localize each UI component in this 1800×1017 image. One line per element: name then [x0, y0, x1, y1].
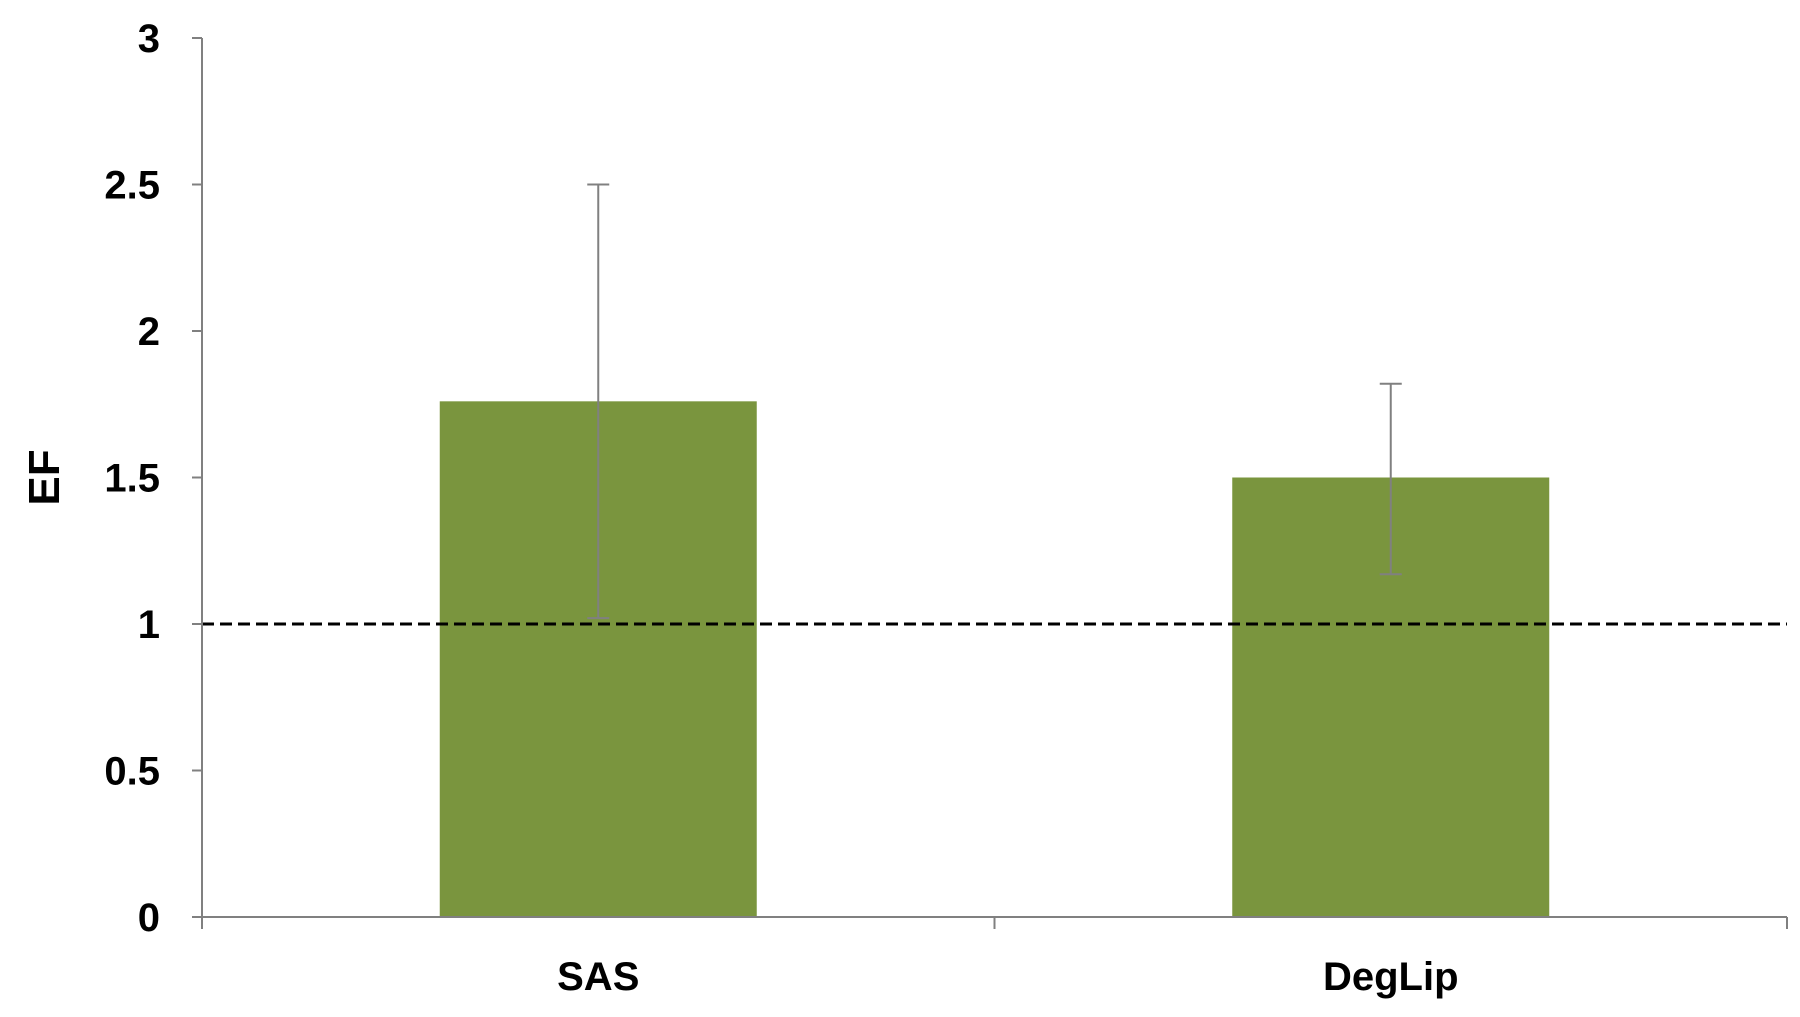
y-tick-label: 2.5 — [104, 164, 160, 208]
y-tick-label: 0 — [138, 896, 160, 940]
y-axis-title: EF — [20, 449, 69, 505]
y-axis-ticks — [192, 37, 202, 918]
y-tick-label: 3 — [138, 17, 160, 61]
x-category-label: DegLip — [1323, 955, 1459, 999]
y-tick-label: 2 — [138, 310, 160, 354]
x-axis-category-labels: SAS DegLip — [557, 955, 1458, 999]
y-tick-label: 1.5 — [104, 457, 160, 501]
y-tick-label: 0.5 — [104, 750, 160, 794]
y-axis-tick-labels: 0 0.5 1 1.5 2 2.5 3 — [104, 17, 160, 940]
bars — [439, 401, 1550, 917]
error-bars — [587, 183, 1402, 620]
y-tick-label: 1 — [138, 603, 160, 647]
x-category-label: SAS — [557, 955, 639, 999]
x-axis-ticks — [201, 917, 1788, 929]
